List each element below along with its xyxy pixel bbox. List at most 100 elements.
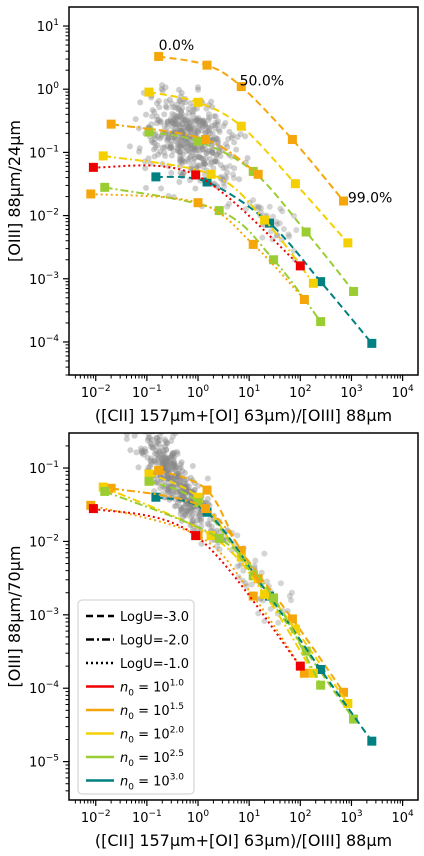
observation-point: [183, 148, 190, 155]
observation-point: [209, 147, 216, 154]
observation-point: [175, 147, 182, 154]
observation-point: [231, 165, 238, 172]
observation-point: [189, 462, 196, 469]
observation-point: [190, 159, 197, 166]
observation-point: [145, 155, 152, 162]
observation-point: [187, 140, 194, 147]
observation-point: [185, 158, 192, 165]
observation-point: [185, 127, 192, 134]
observation-point: [266, 203, 273, 210]
observation-point: [201, 121, 208, 128]
series-marker-bottom: [100, 486, 110, 496]
observation-point: [163, 457, 170, 464]
observation-point: [196, 516, 203, 523]
observation-point: [273, 218, 280, 225]
observation-point: [178, 459, 185, 466]
observation-point: [206, 124, 213, 131]
observation-point: [279, 208, 286, 215]
observation-point: [172, 468, 179, 475]
observation-point: [164, 475, 171, 482]
observation-point: [203, 150, 210, 157]
series-line-top: [90, 192, 306, 301]
observation-point: [191, 155, 198, 162]
observation-point: [156, 117, 163, 124]
observation-point: [200, 164, 207, 171]
series-marker-top: [236, 82, 246, 92]
observation-point: [176, 179, 183, 186]
observation-point: [176, 86, 183, 93]
observation-point: [193, 105, 200, 112]
observation-point: [164, 120, 171, 127]
observation-point: [208, 98, 215, 105]
observation-point: [181, 117, 188, 124]
observation-point: [206, 127, 213, 134]
observation-point: [153, 435, 160, 442]
observation-point: [194, 517, 201, 524]
observation-point: [145, 464, 152, 471]
observation-point: [187, 514, 194, 521]
observation-point: [177, 107, 184, 114]
observation-point: [157, 450, 164, 457]
observation-point: [207, 155, 214, 162]
observation-point: [139, 449, 146, 456]
observation-point: [144, 437, 151, 444]
observation-point: [167, 143, 174, 150]
observation-point: [146, 434, 153, 441]
observation-point: [195, 482, 202, 489]
observation-point: [208, 122, 215, 129]
series-marker-bottom: [339, 687, 349, 697]
observation-point: [168, 138, 175, 145]
series-marker-bottom: [290, 624, 300, 634]
observation-point: [177, 155, 184, 162]
observation-point: [164, 462, 171, 469]
observation-point: [177, 157, 184, 164]
observation-point: [168, 169, 175, 176]
observation-point: [148, 455, 155, 462]
observation-point: [211, 122, 218, 129]
observation-point: [131, 433, 138, 439]
observation-point: [192, 115, 199, 122]
observation-point: [146, 425, 152, 431]
observation-point: [234, 532, 241, 539]
observation-point: [177, 163, 184, 170]
observation-point: [170, 147, 177, 154]
y-tick-label: 10−2: [29, 208, 59, 225]
observation-point: [156, 448, 163, 455]
observation-point: [161, 458, 168, 465]
observation-point: [277, 205, 284, 212]
series-marker-bottom: [260, 589, 270, 599]
observation-point: [193, 510, 200, 517]
series-marker-top: [98, 151, 108, 161]
observation-point: [163, 440, 170, 447]
observation-point: [164, 489, 171, 496]
observation-point: [222, 141, 229, 148]
observation-point: [251, 562, 258, 569]
observation-point: [155, 440, 162, 447]
observation-point: [213, 182, 220, 189]
series-marker-bottom: [236, 546, 246, 556]
observation-point: [148, 121, 155, 128]
observation-point: [152, 443, 159, 450]
observation-point: [277, 580, 284, 587]
series-marker-top: [248, 239, 258, 249]
y-tick-label: 100: [37, 81, 60, 98]
observation-point: [186, 505, 193, 512]
observation-point: [161, 454, 168, 461]
observation-point: [164, 455, 171, 462]
observation-point: [155, 455, 162, 462]
observation-point: [185, 507, 192, 514]
observation-point: [169, 120, 176, 127]
observation-point: [185, 143, 192, 150]
observation-point: [174, 448, 181, 455]
observation-point: [194, 116, 201, 123]
observation-point: [165, 463, 172, 470]
observation-point: [186, 123, 193, 130]
observation-point: [169, 433, 176, 440]
observation-point: [187, 116, 194, 123]
observation-point: [164, 143, 171, 150]
observation-point: [172, 119, 179, 126]
observation-point: [170, 116, 177, 123]
observation-point: [171, 462, 178, 469]
observation-point: [169, 460, 176, 467]
observation-point: [175, 105, 182, 112]
